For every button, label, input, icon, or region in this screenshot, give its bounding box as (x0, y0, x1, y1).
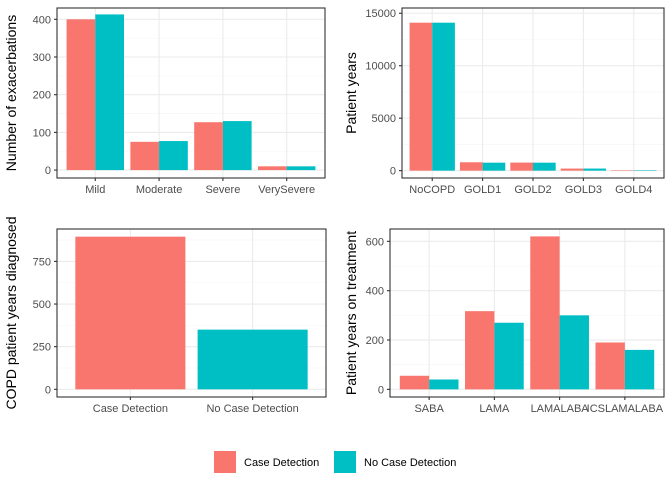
x-tick-label: Case Detection (93, 403, 168, 415)
bar-treatment-1-no-case-detection (494, 322, 524, 390)
x-tick-label: GOLD4 (615, 184, 652, 196)
bar-treatment-3-no-case-detection (624, 349, 655, 390)
bar-exacerbations-1-no-case-detection (159, 141, 188, 171)
x-tick-label: Mild (85, 184, 105, 196)
y-tick-label: 0 (45, 165, 51, 177)
bar-patient-years-2-no-case-detection (533, 162, 556, 171)
legend-label: No Case Detection (364, 457, 456, 469)
bar-patient-years-4-case-detection (611, 170, 634, 171)
bar-exacerbations-0-no-case-detection (95, 14, 124, 171)
y-tick-label: 200 (366, 335, 384, 347)
y-axis-title: Patient years (343, 52, 359, 134)
y-tick-label: 300 (33, 52, 51, 64)
x-tick-label: ICSLAMALABA (587, 403, 664, 415)
bar-patient-years-3-case-detection (560, 168, 584, 171)
y-tick-label: 600 (366, 236, 384, 248)
y-tick-label: 400 (366, 286, 384, 298)
y-tick-label: 5000 (372, 113, 396, 125)
bar-exacerbations-2-case-detection (194, 122, 223, 171)
legend: Case Detection No Case Detection (214, 451, 456, 473)
bar-patient-years-0-no-case-detection (432, 22, 455, 171)
y-tick-label: 400 (33, 14, 51, 26)
legend-key-no-case-detection (334, 451, 356, 473)
bar-exacerbations-3-no-case-detection (286, 166, 316, 171)
x-tick-label: NoCOPD (409, 184, 455, 196)
y-tick-label: 0 (390, 166, 396, 178)
x-tick-label: GOLD3 (565, 184, 602, 196)
y-tick-label: 250 (33, 342, 51, 354)
x-tick-label: LAMALABA (531, 403, 590, 415)
panel-border (56, 228, 327, 398)
y-axis-title: Number of exacerbations (3, 15, 19, 171)
y-tick-label: 15000 (365, 8, 396, 20)
bar-patient-years-1-case-detection (459, 162, 483, 171)
panel-copd-diagnosed: 0 250 500 750 Case Detection No Case Detectio… (3, 217, 327, 415)
bar-patient-years-3-no-case-detection (583, 168, 607, 171)
bar-patient-years-1-no-case-detection (482, 162, 506, 171)
y-axis-title: Patient years on treatment (343, 231, 359, 395)
legend-label: Case Detection (244, 457, 319, 469)
x-tick-label: Severe (205, 184, 240, 196)
panel-patient-years: 0 5000 10000 15000 NoCOPD GOLD1 GOLD2 GOLD3 GOLD… (343, 7, 665, 196)
y-tick-label: 500 (33, 299, 51, 311)
bar-treatment-2-no-case-detection (559, 315, 589, 390)
y-tick-label: 0 (378, 384, 384, 396)
y-tick-label: 750 (33, 256, 51, 268)
panel-border (56, 7, 326, 179)
bar-copd-diagnosed-0-case-detection (75, 236, 186, 390)
bar-treatment-3-case-detection (595, 342, 625, 390)
panel-exacerbations: 0 100 200 300 400 Mild Moderate Severe VerySever… (3, 7, 326, 196)
x-tick-label: LAMA (479, 403, 510, 415)
x-tick-label: GOLD2 (514, 184, 551, 196)
panel-border (389, 228, 665, 398)
y-tick-label: 10000 (365, 61, 396, 73)
bar-patient-years-4-no-case-detection (633, 170, 657, 171)
bar-treatment-1-case-detection (465, 311, 495, 390)
y-tick-label: 200 (33, 90, 51, 102)
x-tick-label: SABA (414, 403, 444, 415)
x-tick-label: VerySevere (258, 184, 315, 196)
bar-treatment-2-case-detection (530, 236, 560, 390)
bar-patient-years-0-case-detection (409, 22, 433, 171)
y-tick-label: 0 (45, 384, 51, 396)
x-tick-label: GOLD1 (464, 184, 501, 196)
y-tick-label: 100 (33, 127, 51, 139)
bar-exacerbations-3-case-detection (258, 166, 287, 171)
x-tick-label: No Case Detection (206, 403, 298, 415)
bar-treatment-0-no-case-detection (429, 379, 459, 390)
bar-treatment-0-case-detection (399, 375, 430, 390)
legend-key-case-detection (214, 451, 236, 473)
bar-exacerbations-0-case-detection (66, 19, 96, 171)
x-tick-label: Moderate (136, 184, 182, 196)
bar-patient-years-2-case-detection (510, 162, 533, 171)
bar-exacerbations-1-case-detection (130, 141, 160, 171)
y-axis-title: COPD patient years diagnosed (3, 217, 19, 410)
bar-copd-diagnosed-1-no-case-detection (197, 329, 308, 390)
bar-exacerbations-2-no-case-detection (222, 121, 252, 171)
